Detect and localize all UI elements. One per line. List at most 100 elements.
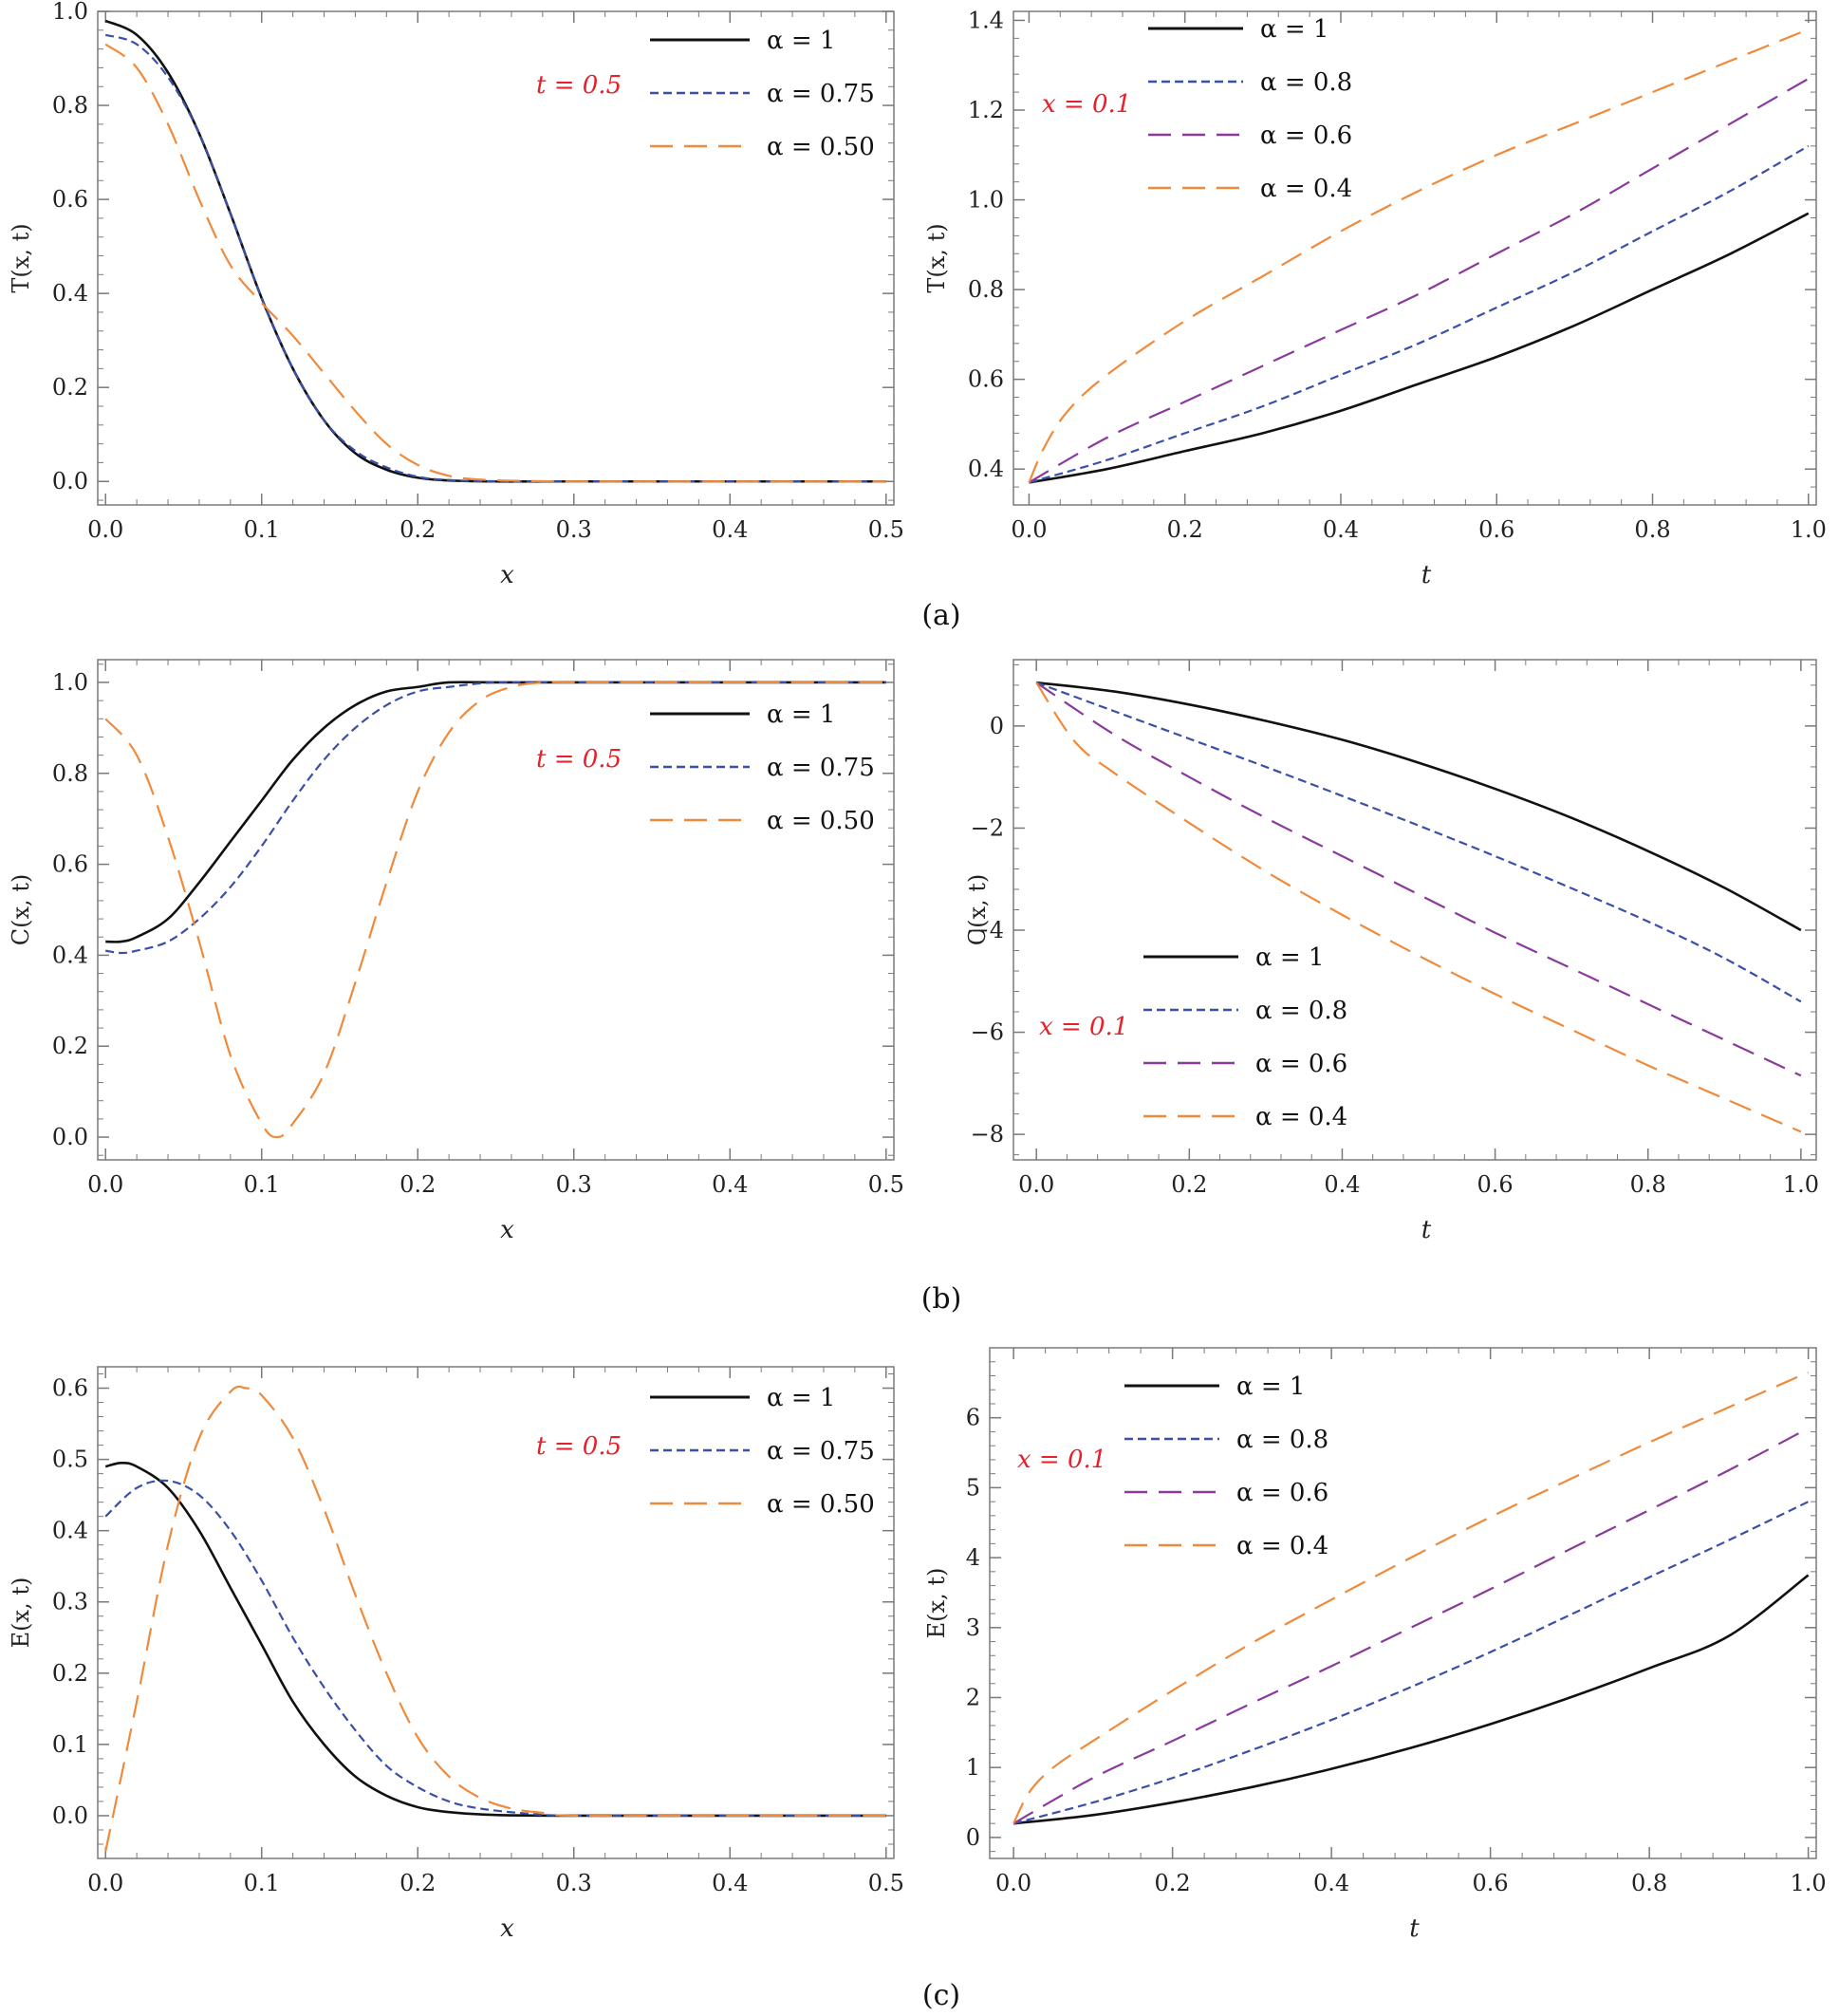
caption-c: (c) [922, 1979, 960, 2012]
x-tick-label: 0.0 [1018, 1171, 1054, 1198]
legend-label: α = 1 [767, 700, 835, 729]
x-tick-label: 0.8 [1630, 1171, 1666, 1198]
y-tick-label: 0.0 [52, 468, 88, 495]
panel-a-left: 0.0 0.1 0.2 0.3 0.4 0.5 0.0 0.2 0.4 0.6 0.8 1.0 x T(x… [8, 0, 904, 589]
legend-label: α = 1 [1255, 943, 1324, 972]
y-tick-label: 0 [990, 713, 1004, 739]
series-line [1035, 681, 1802, 1003]
x-axis-label: t [1409, 1914, 1420, 1943]
y-axis-label: C(x, t) [964, 874, 991, 946]
y-tick-label: 0.6 [52, 851, 88, 878]
x-tick-label: 0.2 [399, 1171, 436, 1198]
y-axis-label: T(x, t) [923, 223, 950, 292]
legend-label: α = 1 [767, 1384, 835, 1412]
x-tick-label: 0.3 [556, 516, 592, 543]
x-tick-label: 0.0 [995, 1870, 1031, 1896]
y-tick-label: 0.5 [52, 1447, 88, 1473]
plot-frame [1012, 659, 1817, 1161]
legend-label: α = 0.50 [767, 807, 875, 835]
x-tick-label: 0.2 [399, 516, 436, 543]
series-line [1012, 1427, 1810, 1825]
y-tick-label: 0.3 [52, 1589, 88, 1615]
plot-frame [97, 659, 895, 1161]
y-tick-label: 0.8 [52, 92, 88, 119]
y-tick-label: 4 [966, 1544, 980, 1571]
y-tick-label: 0.4 [52, 280, 88, 307]
x-tick-label: 0.0 [87, 516, 123, 543]
annotation-label: x = 0.1 [1039, 1013, 1128, 1041]
legend-label: α = 0.75 [767, 754, 875, 782]
series-line [1012, 1501, 1810, 1825]
x-tick-label: 0.0 [87, 1171, 123, 1198]
plot-frame [989, 1347, 1817, 1859]
x-axis-label: x [500, 1914, 514, 1943]
y-tick-label: −2 [971, 814, 1004, 841]
panel-b-left: 0.0 0.1 0.2 0.3 0.4 0.5 0.0 0.2 0.4 0.6 0.8 1.0 x C(x… [8, 659, 904, 1244]
y-tick-label: 0.6 [52, 1375, 88, 1402]
legend-label: α = 0.75 [767, 80, 875, 108]
y-tick-label: 1.0 [52, 0, 88, 25]
panel-c-right: 0.0 0.2 0.4 0.6 0.8 1.0 0 1 2 3 4 5 6 t E(x, t) α = 1 α … [923, 1347, 1827, 1943]
series-line [1029, 212, 1810, 484]
y-tick-label: 0.0 [52, 1802, 88, 1829]
x-tick-label: 0.2 [399, 1870, 436, 1896]
y-tick-label: 0.2 [52, 1660, 88, 1687]
panel-b-right: 0.0 0.2 0.4 0.6 0.8 1.0 0 −2 −4 −6 −8 t C(x, t) α = 1… [964, 659, 1819, 1244]
y-tick-label: 0.6 [968, 366, 1004, 393]
series-line [1029, 144, 1810, 484]
y-tick-label: 1.2 [968, 97, 1004, 123]
x-tick-label: 0.1 [244, 1870, 280, 1896]
panel-a-right: 0.0 0.2 0.4 0.6 0.8 1.0 0.4 0.6 0.8 1.0 1.2 1.4 t T(x… [923, 7, 1827, 589]
x-tick-label: 0.4 [1324, 1171, 1360, 1198]
y-tick-label: 0.0 [52, 1124, 88, 1150]
y-tick-label: 0.4 [52, 942, 88, 968]
y-tick-label: 5 [966, 1474, 980, 1501]
x-tick-label: 0.8 [1631, 1870, 1667, 1896]
x-tick-label: 0.5 [868, 1870, 904, 1896]
y-tick-label: 0.1 [52, 1731, 88, 1758]
annotation-label: t = 0.5 [536, 1432, 622, 1461]
y-tick-label: 1.4 [968, 7, 1004, 33]
y-axis-label: E(x, t) [923, 1568, 950, 1639]
legend-label: α = 0.50 [767, 1490, 875, 1519]
legend-label: α = 0.6 [1255, 1050, 1347, 1078]
x-tick-label: 0.2 [1167, 516, 1203, 543]
series-line [104, 43, 886, 483]
x-tick-label: 0.2 [1171, 1171, 1207, 1198]
y-tick-label: 0.6 [52, 186, 88, 213]
series-line [105, 681, 886, 955]
legend-label: α = 0.6 [1260, 121, 1352, 150]
legend-label: α = 0.6 [1236, 1479, 1328, 1507]
legend-label: α = 0.4 [1260, 175, 1352, 203]
legend-label: α = 0.8 [1236, 1426, 1328, 1454]
series-line [104, 1479, 886, 1818]
x-tick-label: 0.4 [712, 1870, 748, 1896]
x-axis-label: x [500, 1216, 514, 1244]
x-tick-label: 0.4 [1313, 1870, 1349, 1896]
x-tick-label: 1.0 [1791, 516, 1827, 543]
x-tick-label: 0.1 [244, 516, 280, 543]
panel-c-left: 0.0 0.1 0.2 0.3 0.4 0.5 0.0 0.1 0.2 0.3 0.4 0.5 0.6 x… [8, 1366, 904, 1943]
series-line [1012, 1371, 1810, 1824]
series-line [105, 681, 886, 943]
legend-label: α = 0.4 [1255, 1103, 1347, 1131]
legend-label: α = 0.4 [1236, 1532, 1328, 1560]
y-tick-label: −4 [971, 917, 1004, 943]
legend-label: α = 0.8 [1260, 68, 1352, 97]
y-tick-label: 1.0 [52, 669, 88, 696]
x-tick-label: 0.5 [868, 516, 904, 543]
series-line [1035, 681, 1802, 1133]
y-tick-label: 2 [966, 1684, 980, 1710]
x-tick-label: 0.6 [1473, 1870, 1509, 1896]
plot-frame [1012, 10, 1817, 506]
x-tick-label: 0.6 [1477, 1171, 1514, 1198]
y-tick-label: 0.4 [968, 456, 1004, 482]
y-tick-label: 3 [966, 1615, 980, 1641]
legend-label: α = 1 [1260, 15, 1328, 44]
plot-frame [97, 1366, 895, 1859]
x-tick-label: 0.0 [1011, 516, 1047, 543]
annotation-label: x = 0.1 [1042, 90, 1131, 119]
x-tick-label: 0.0 [87, 1870, 123, 1896]
legend-label: α = 0.50 [767, 133, 875, 161]
series-line [1036, 681, 1802, 932]
